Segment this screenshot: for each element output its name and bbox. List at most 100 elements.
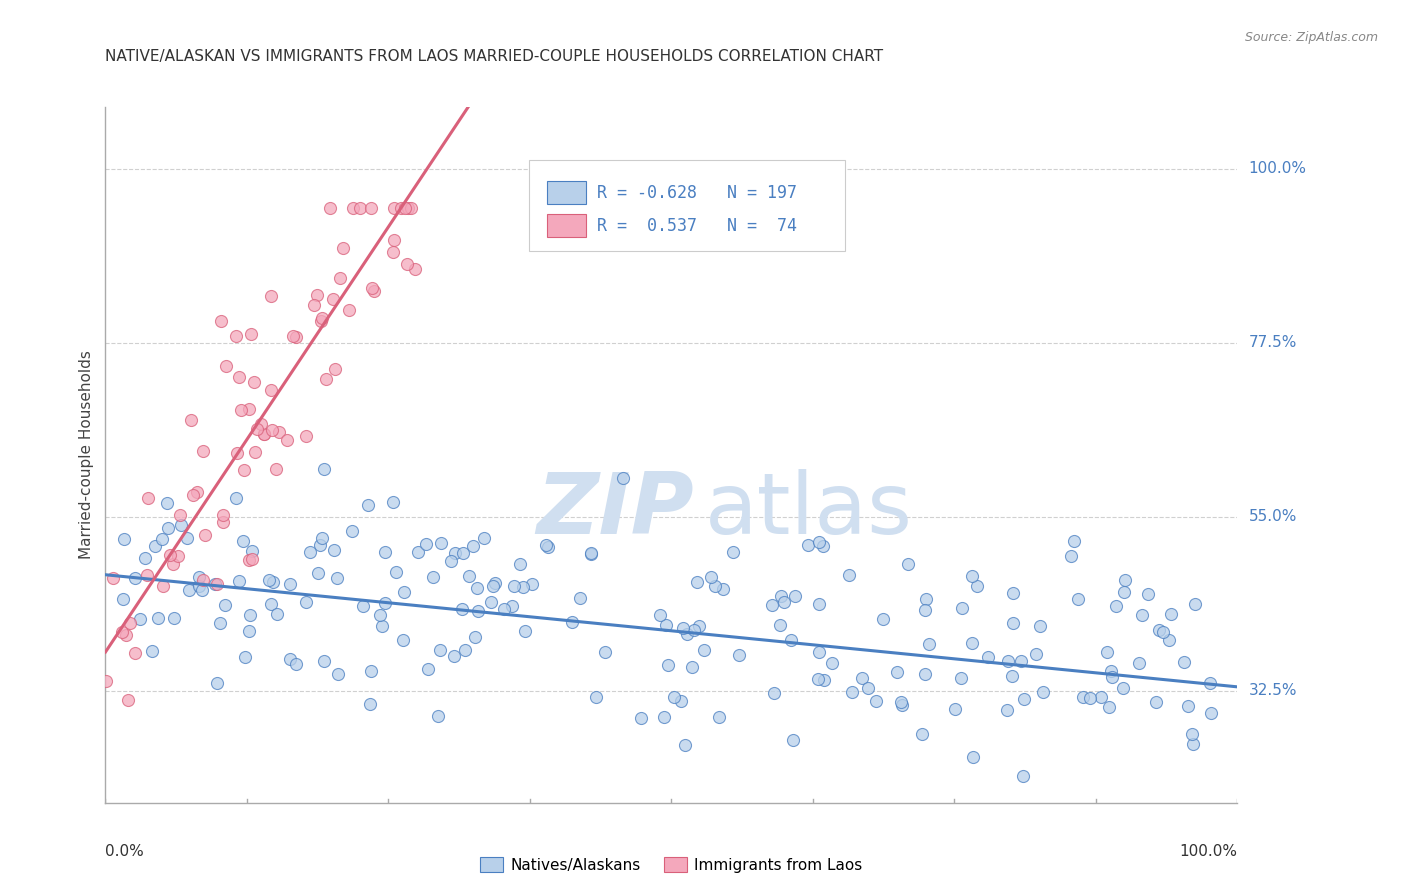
Point [370,607,392,622]
Legend: Natives/Alaskans, Immigrants from Laos: Natives/Alaskans, Immigrants from Laos [474,850,869,879]
Point [976,650,998,665]
Point [276,433,298,447]
Point [711,582,734,596]
Point [111,625,134,640]
Point [233,463,256,477]
Point [374,545,396,559]
Point [253,427,276,442]
Point [858,681,880,695]
Point [1101,670,1123,684]
Point [136,568,159,582]
Point [458,568,481,582]
Point [512,580,534,594]
Point [851,671,873,685]
Point [1128,657,1150,671]
Point [1090,690,1112,705]
Point [960,636,983,650]
Point [682,624,704,638]
Point [772,595,794,609]
Point [264,461,287,475]
Point [211,508,233,523]
Point [349,201,371,215]
Point [295,429,318,443]
Point [111,591,134,606]
Point [612,471,634,485]
Point [278,576,301,591]
Point [212,515,235,529]
Point [117,693,139,707]
Point [676,627,699,641]
Point [115,628,138,642]
Point [467,604,489,618]
Point [579,547,602,561]
Point [891,698,914,713]
Point [181,487,204,501]
Point [240,552,263,566]
Text: atlas: atlas [706,469,914,552]
Point [813,673,835,687]
Point [228,370,250,384]
Point [808,645,831,659]
Point [118,615,141,630]
Point [342,201,364,215]
Point [295,595,318,609]
Point [950,601,973,615]
Point [363,284,385,298]
Point [260,597,283,611]
Point [966,579,988,593]
Point [152,579,174,593]
Point [395,257,418,271]
Point [239,327,262,342]
Point [242,376,264,390]
Point [461,539,484,553]
Point [193,573,215,587]
Point [841,685,863,699]
Point [1159,633,1181,648]
Point [657,657,679,672]
Point [259,573,281,587]
Point [1177,699,1199,714]
Point [430,535,453,549]
Point [225,329,247,343]
Point [1114,584,1136,599]
Point [315,372,337,386]
Point [385,565,408,579]
Point [672,621,695,635]
Point [503,578,526,592]
Text: 77.5%: 77.5% [1249,335,1296,351]
Point [1132,607,1154,622]
Point [655,618,678,632]
Point [187,570,209,584]
Point [685,575,707,590]
Point [163,611,186,625]
Point [1025,648,1047,662]
Point [156,496,179,510]
Point [359,697,381,711]
Point [360,664,382,678]
Point [808,597,831,611]
Point [484,576,506,591]
Point [283,329,305,343]
Point [704,579,727,593]
Point [890,695,912,709]
Point [1010,654,1032,668]
Point [232,534,254,549]
Point [673,738,696,752]
Point [342,524,364,538]
Point [205,675,228,690]
Point [103,571,125,585]
Point [311,532,333,546]
Point [124,571,146,585]
Point [204,577,226,591]
Point [180,413,202,427]
Point [323,362,346,376]
Point [394,201,416,215]
Point [239,608,262,623]
Point [886,665,908,680]
Point [630,711,652,725]
Point [479,595,502,609]
Point [253,426,276,441]
Point [1002,586,1025,600]
Point [392,584,415,599]
Point [207,577,229,591]
